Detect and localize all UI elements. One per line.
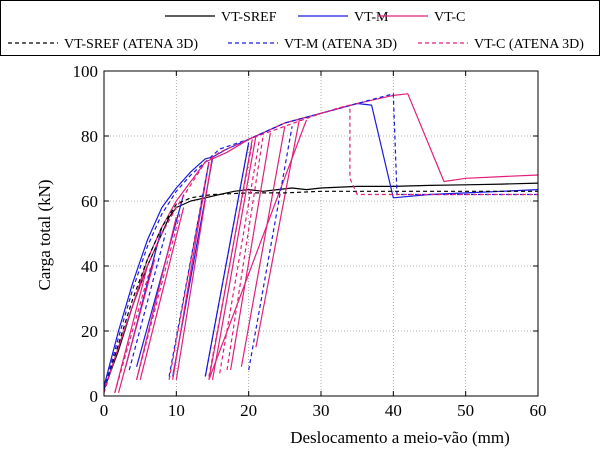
series-line — [240, 126, 286, 367]
x-tick-label: 40 — [385, 401, 402, 420]
series-line — [114, 265, 152, 393]
y-tick-label: 100 — [73, 62, 99, 81]
series-vt-m-atena-3d — [103, 93, 538, 390]
x-tick-label: 30 — [313, 401, 330, 420]
legend: VT-SREF VT-M VT-C VT-SREF (ATENA 3D) VT-M (A… — [0, 0, 600, 56]
plot-series — [103, 93, 539, 393]
series-line — [211, 135, 257, 380]
series-line — [208, 142, 253, 377]
series-line — [103, 104, 538, 393]
y-tick-label: 0 — [90, 387, 99, 406]
series-line — [208, 119, 308, 381]
legend-label: VT-C — [434, 10, 465, 25]
x-axis-label: Deslocamento a meio-vão (mm) — [290, 428, 510, 447]
series-line — [168, 161, 210, 377]
y-axis-label: Carga total (kN) — [35, 179, 54, 290]
legend-label: VT-C (ATENA 3D) — [474, 37, 584, 52]
legend-label: VT-SREF (ATENA 3D) — [64, 37, 198, 52]
x-tick-label: 20 — [240, 401, 257, 420]
series-line — [168, 161, 210, 380]
series-vt-c-atena-3d — [103, 104, 538, 393]
series-line — [139, 207, 185, 380]
series-line — [204, 142, 250, 377]
series-line — [136, 217, 177, 380]
series-line — [255, 119, 300, 348]
legend-box — [0, 0, 600, 56]
x-tick-label: 10 — [168, 401, 185, 420]
series-line — [103, 93, 538, 390]
series-line — [226, 135, 264, 371]
x-tick-label: 0 — [100, 401, 109, 420]
axis-ticks: 0 10 20 30 40 50 60 0 20 40 60 80 100 — [73, 62, 547, 420]
x-tick-label: 60 — [530, 401, 547, 420]
series-line — [219, 139, 261, 374]
series-line — [114, 265, 148, 393]
series-line — [175, 155, 214, 380]
series-line — [230, 132, 271, 371]
series-line — [172, 161, 210, 380]
legend-label: VT-M — [354, 10, 389, 25]
series-line — [136, 213, 181, 380]
y-tick-label: 20 — [81, 322, 98, 341]
series-vt-sref-atena-3d — [103, 190, 538, 390]
plot-grid — [104, 71, 538, 396]
series-line — [136, 194, 185, 367]
series-line — [103, 93, 539, 390]
series-line — [128, 233, 167, 371]
legend-label: VT-M (ATENA 3D) — [284, 37, 397, 52]
series-line — [103, 190, 538, 390]
x-tick-label: 50 — [457, 401, 474, 420]
y-tick-label: 80 — [81, 127, 98, 146]
y-tick-label: 40 — [81, 257, 98, 276]
series-line — [117, 259, 156, 393]
y-tick-label: 60 — [81, 192, 98, 211]
series-line — [248, 126, 293, 371]
legend-label: VT-SREF — [221, 10, 277, 25]
